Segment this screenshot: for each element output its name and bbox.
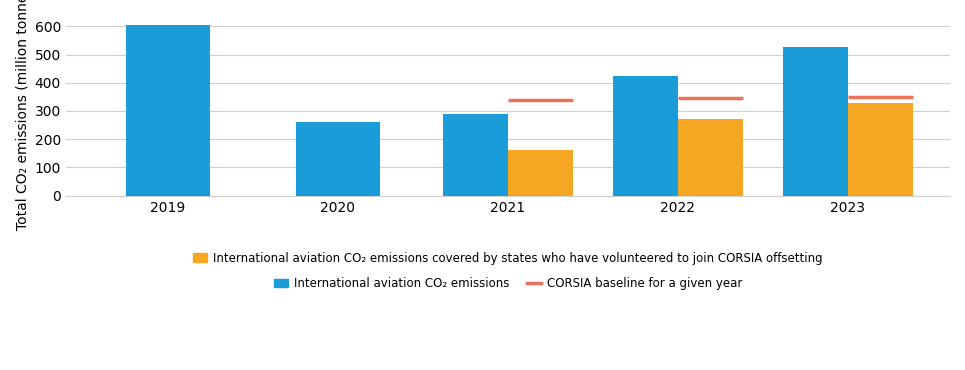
Bar: [678, 120, 742, 196]
Bar: [614, 76, 678, 196]
Bar: [508, 149, 572, 196]
Legend: International aviation CO₂ emissions, CORSIA baseline for a given year: International aviation CO₂ emissions, CO…: [269, 272, 747, 295]
Bar: [784, 47, 848, 196]
Bar: [848, 103, 913, 196]
Bar: [125, 24, 209, 196]
Bar: [296, 122, 380, 196]
Bar: [443, 114, 508, 196]
Y-axis label: Total CO₂ emissions (million tonnes): Total CO₂ emissions (million tonnes): [15, 0, 29, 230]
